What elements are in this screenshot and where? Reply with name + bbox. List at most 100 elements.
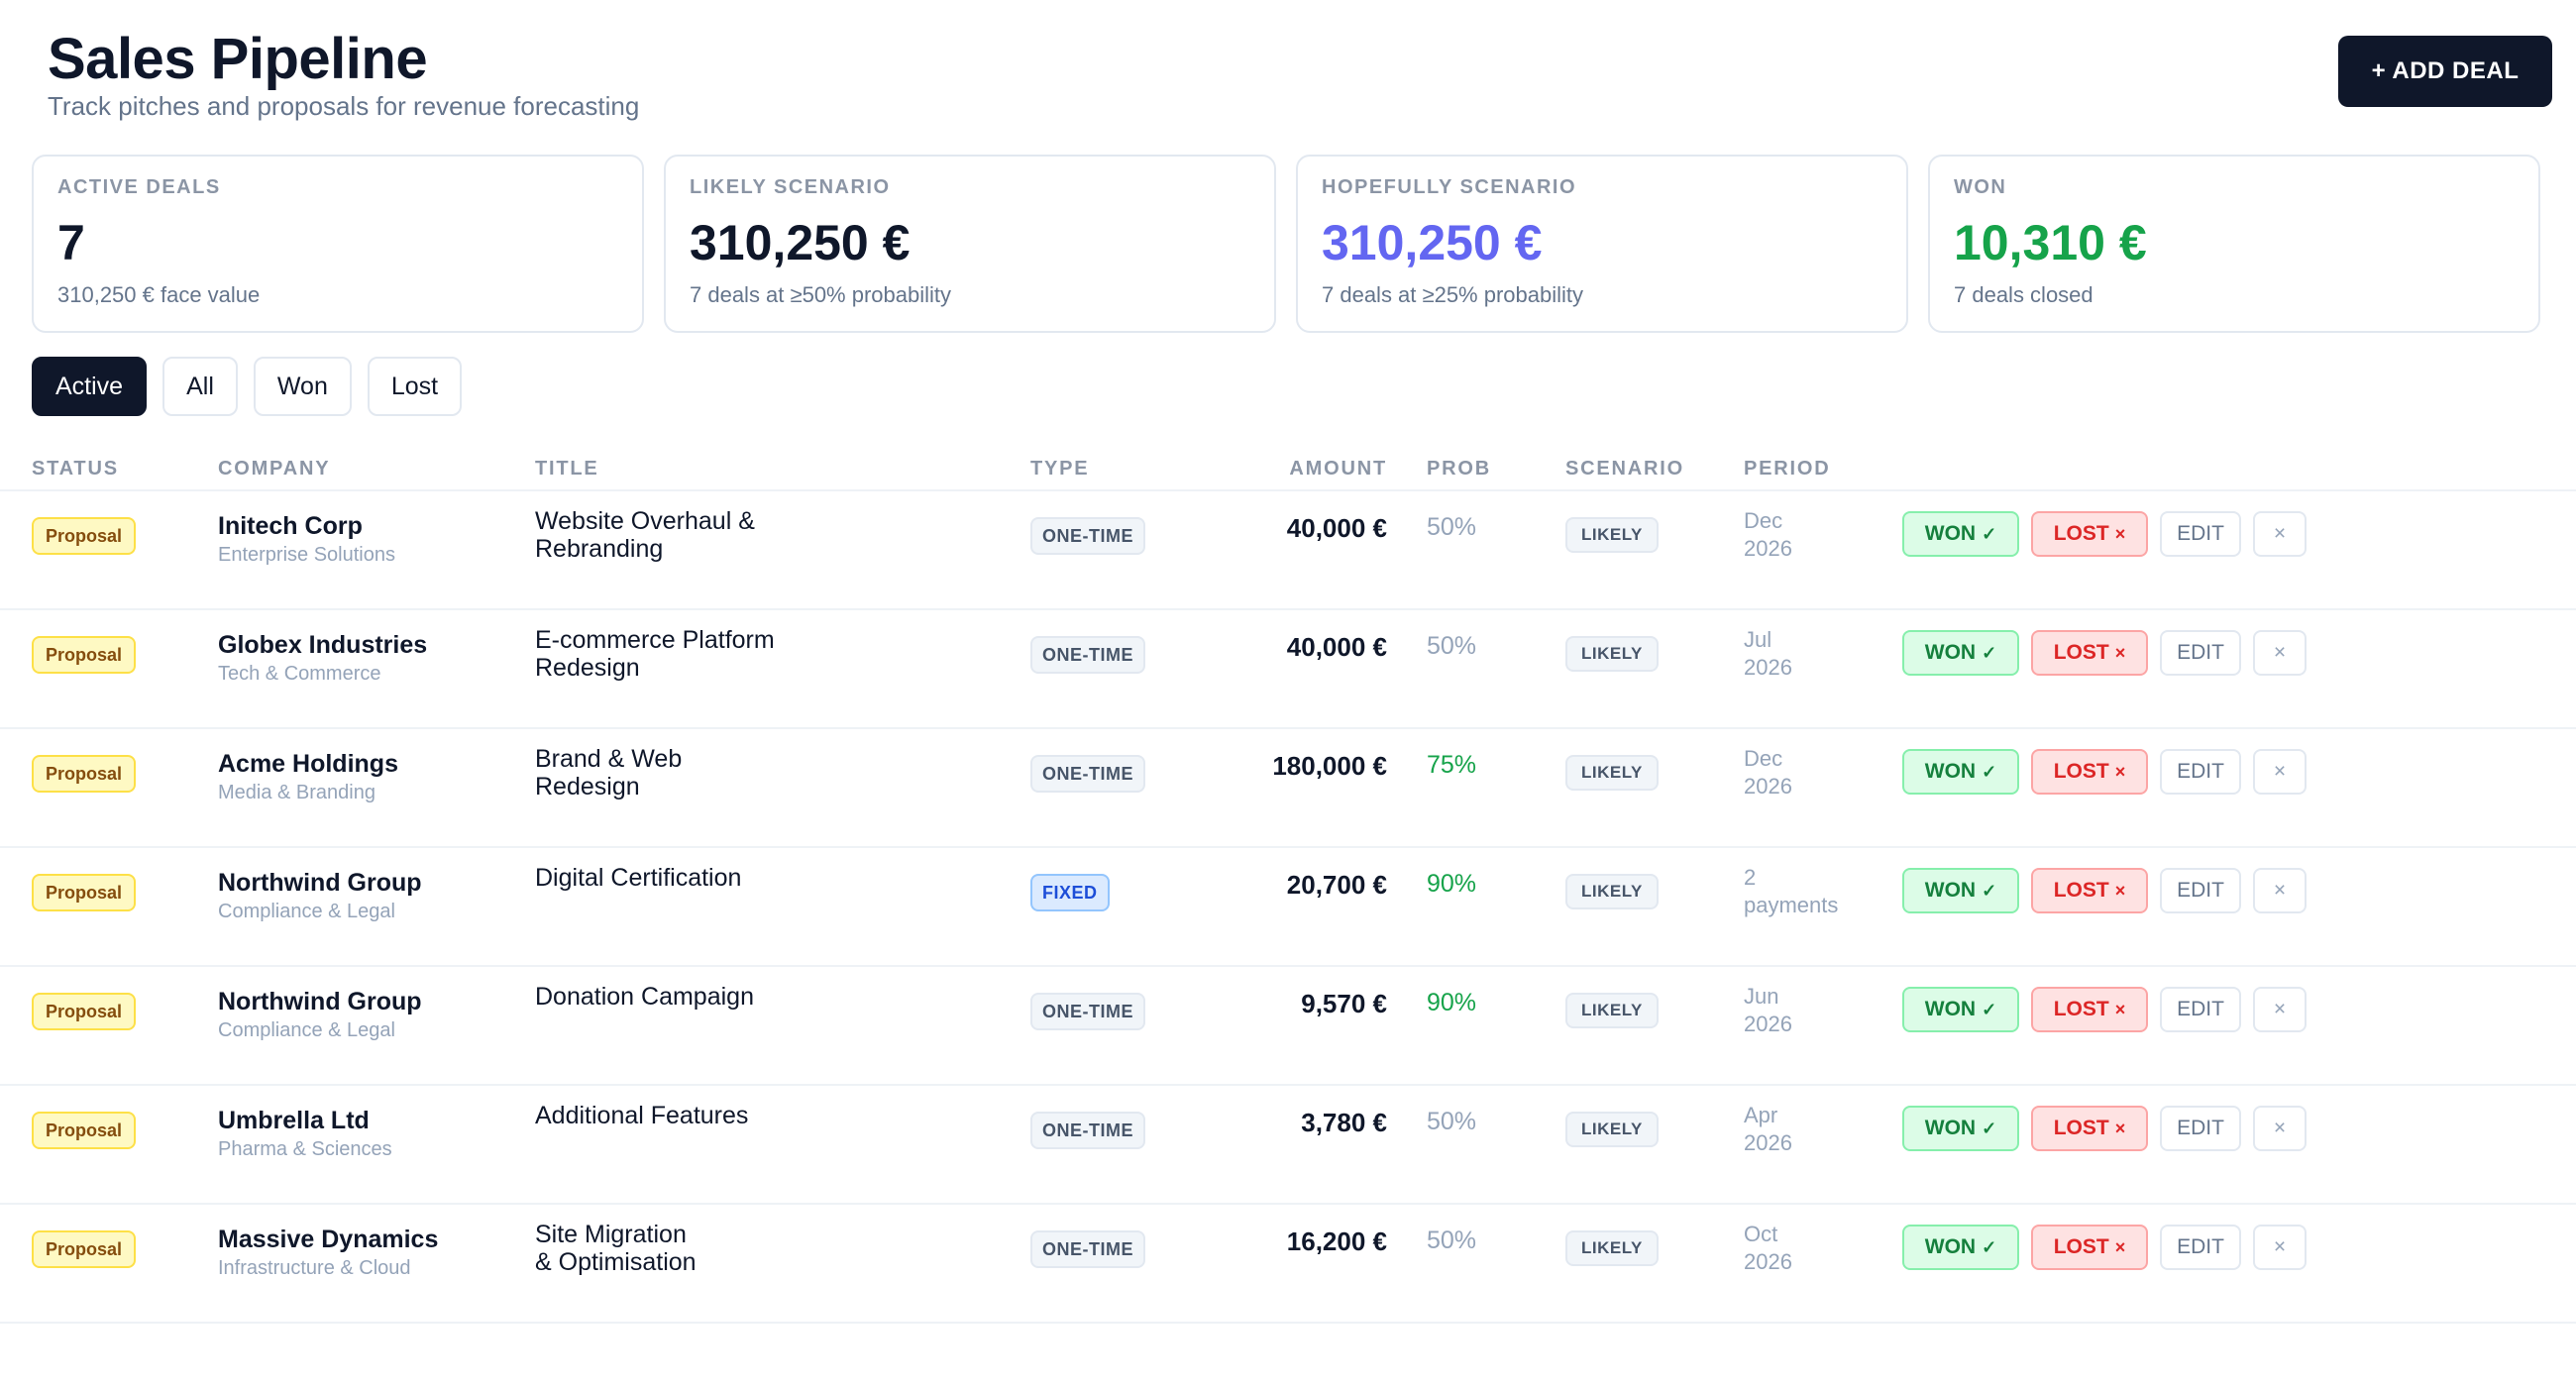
filter-lost[interactable]: Lost [367,357,463,416]
mark-lost-button[interactable]: LOST × [2031,511,2148,557]
filter-active[interactable]: Active [32,357,148,416]
column-header-amount: AMOUNT [1289,458,1387,480]
mark-lost-button[interactable]: LOST × [2031,987,2148,1032]
period-line: 2 [1744,865,1757,890]
won-label: WON [1924,998,1977,1020]
deal-title-line: Redesign [535,773,640,800]
table-body: Proposal Initech Corp Enterprise Solutio… [0,491,2576,1324]
mark-lost-button[interactable]: LOST × [2031,868,2148,913]
deal-probability: 50% [1427,1227,1477,1254]
edit-button[interactable]: EDIT [2160,987,2241,1032]
type-badge: ONE-TIME [1030,1230,1145,1268]
period-line: Jun [1744,984,1779,1009]
page-title: Sales Pipeline [48,27,428,91]
period-line: Apr [1744,1103,1778,1127]
company-cell: Initech Corp Enterprise Solutions [218,511,395,569]
edit-button[interactable]: EDIT [2160,1106,2241,1151]
deal-amount: 3,780 € [1301,1108,1387,1137]
period-line: 2026 [1744,1249,1792,1274]
company-name: Northwind Group [218,869,422,897]
type-badge: ONE-TIME [1030,755,1145,793]
close-icon[interactable]: × [2253,1106,2307,1151]
deal-probability: 75% [1427,751,1477,779]
mark-lost-button[interactable]: LOST × [2031,749,2148,795]
table-row: Proposal Northwind Group Compliance & Le… [0,848,2576,967]
filter-won[interactable]: Won [253,357,352,416]
period-line: 2026 [1744,1130,1792,1155]
column-header-scenario: SCENARIO [1565,458,1684,480]
add-deal-button[interactable]: + ADD DEAL [2338,36,2552,107]
table-header: STATUS COMPANY TITLE TYPE AMOUNT PROB SC… [0,446,2576,491]
deal-title-line: Site Migration [535,1221,687,1248]
edit-button[interactable]: EDIT [2160,511,2241,557]
close-icon[interactable]: × [2253,987,2307,1032]
status-badge: Proposal [32,755,137,793]
mark-won-button[interactable]: WON ✓ [1902,630,2019,676]
close-icon[interactable]: × [2253,1225,2307,1270]
scenario-badge: LIKELY [1565,517,1659,553]
deal-amount: 40,000 € [1286,513,1387,543]
won-label: WON [1924,1235,1977,1258]
scenario-badge: LIKELY [1565,993,1659,1028]
page-header: Sales Pipeline Track pitches and proposa… [48,24,639,121]
mark-won-button[interactable]: WON ✓ [1902,1225,2019,1270]
table-row: Proposal Northwind Group Compliance & Le… [0,967,2576,1086]
row-actions: WON ✓ LOST × EDIT × [1902,1225,2307,1270]
deal-period: Jul 2026 [1744,626,1863,682]
mark-won-button[interactable]: WON ✓ [1902,987,2019,1032]
deal-period: Dec 2026 [1744,507,1863,563]
row-actions: WON ✓ LOST × EDIT × [1902,987,2307,1032]
x-icon: × [2114,1118,2126,1138]
deal-amount: 180,000 € [1272,751,1387,781]
page-subtitle: Track pitches and proposals for revenue … [48,91,640,121]
edit-button[interactable]: EDIT [2160,630,2241,676]
type-badge: ONE-TIME [1030,636,1145,674]
filter-all[interactable]: All [162,357,238,416]
mark-won-button[interactable]: WON ✓ [1902,868,2019,913]
deal-period: 2 payments [1744,864,1863,919]
mark-lost-button[interactable]: LOST × [2031,630,2148,676]
won-label: WON [1924,522,1977,545]
deal-title: Additional Features [535,1102,832,1129]
close-icon[interactable]: × [2253,749,2307,795]
row-actions: WON ✓ LOST × EDIT × [1902,630,2307,676]
deal-amount: 9,570 € [1301,989,1387,1018]
deal-probability: 90% [1427,870,1477,898]
x-icon: × [2114,642,2126,663]
check-icon: ✓ [1982,642,1997,663]
close-icon[interactable]: × [2253,868,2307,913]
period-line: Jul [1744,627,1772,652]
period-line: Dec [1744,746,1783,771]
close-icon[interactable]: × [2253,511,2307,557]
scenario-badge: LIKELY [1565,636,1659,672]
row-actions: WON ✓ LOST × EDIT × [1902,511,2307,557]
edit-button[interactable]: EDIT [2160,1225,2241,1270]
company-name: Acme Holdings [218,750,398,778]
edit-button[interactable]: EDIT [2160,868,2241,913]
lost-label: LOST [2053,522,2109,545]
column-header-status: STATUS [32,458,119,480]
mark-won-button[interactable]: WON ✓ [1902,511,2019,557]
stat-card-value: 310,250 € [1322,215,1543,270]
edit-button[interactable]: EDIT [2160,749,2241,795]
lost-label: LOST [2053,998,2109,1020]
mark-lost-button[interactable]: LOST × [2031,1106,2148,1151]
stat-card-label: LIKELY SCENARIO [690,176,891,198]
company-name: Northwind Group [218,988,422,1015]
lost-label: LOST [2053,1117,2109,1139]
close-icon[interactable]: × [2253,630,2307,676]
company-sector: Infrastructure & Cloud [218,1257,411,1279]
deal-title-line: E-commerce Platform [535,626,775,654]
check-icon: ✓ [1982,523,1997,544]
period-line: 2026 [1744,655,1792,680]
deal-title: Donation Campaign [535,983,832,1011]
mark-won-button[interactable]: WON ✓ [1902,1106,2019,1151]
mark-lost-button[interactable]: LOST × [2031,1225,2148,1270]
company-cell: Globex Industries Tech & Commerce [218,630,427,688]
deal-title: Brand & Web Redesign [535,745,832,800]
x-icon: × [2114,523,2126,544]
mark-won-button[interactable]: WON ✓ [1902,749,2019,795]
lost-label: LOST [2053,641,2109,664]
x-icon: × [2114,761,2126,782]
